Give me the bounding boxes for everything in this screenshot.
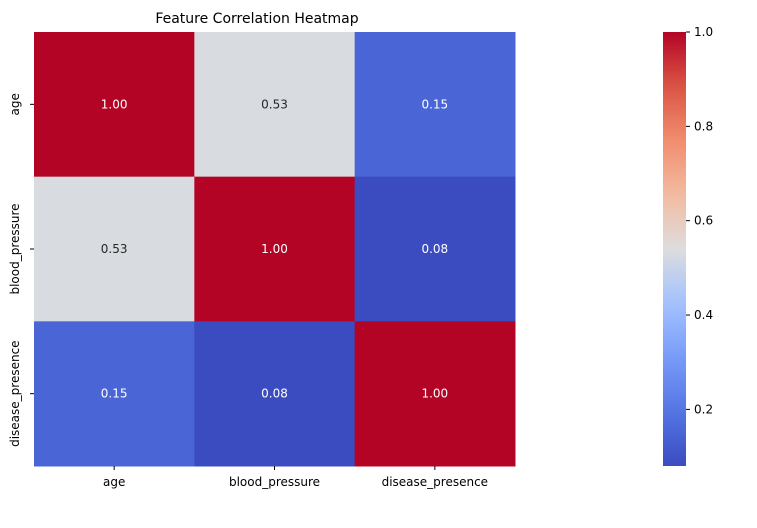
heatmap-cell-blood_pressure-age	[34, 176, 195, 322]
heatmap-cell-labels: 1.00 0.53 0.15 0.53 1.00 0.08 0.15 0.08 1.00	[101, 97, 448, 400]
x-tick-label: blood_pressure	[229, 475, 320, 489]
y-tick-label: age	[8, 93, 22, 115]
cell-value-label: 0.53	[101, 242, 128, 256]
heatmap-cells	[34, 32, 516, 467]
cell-value-label: 0.08	[261, 387, 288, 401]
heatmap-cell-disease_presence-blood_pressure	[194, 321, 356, 467]
heatmap-cell-age-blood_pressure	[194, 32, 356, 178]
cell-value-label: 1.00	[261, 242, 288, 256]
heatmap-cell-age-age	[34, 32, 195, 178]
chart-title: Feature Correlation Heatmap	[155, 11, 358, 27]
y-tick-label: blood_pressure	[8, 203, 22, 294]
heatmap-cell-blood_pressure-blood_pressure	[194, 176, 356, 322]
cell-value-label: 0.15	[101, 387, 128, 401]
x-axis: age blood_pressure disease_presence	[103, 466, 488, 489]
cell-value-label: 0.15	[421, 97, 448, 111]
colorbar-tick-label: 0.8	[694, 119, 713, 133]
colorbar: 0.2 0.4 0.6 0.8 1.0	[663, 25, 713, 466]
colorbar-gradient	[663, 32, 686, 466]
heatmap-cell-age-disease_presence	[354, 32, 516, 178]
colorbar-tick-label: 0.2	[694, 402, 713, 416]
cell-value-label: 1.00	[101, 97, 128, 111]
colorbar-tick-label: 1.0	[694, 25, 713, 39]
cell-value-label: 1.00	[421, 387, 448, 401]
heatmap-cell-disease_presence-disease_presence	[354, 321, 516, 467]
heatmap-cell-blood_pressure-disease_presence	[354, 176, 516, 322]
y-axis: age blood_pressure disease_presence	[8, 93, 34, 447]
cell-value-label: 0.53	[261, 97, 288, 111]
x-tick-label: disease_presence	[382, 475, 488, 489]
colorbar-tick-label: 0.4	[694, 308, 713, 322]
x-tick-label: age	[103, 475, 125, 489]
y-tick-label: disease_presence	[8, 340, 22, 446]
colorbar-tick-label: 0.6	[694, 214, 713, 228]
heatmap-cell-disease_presence-age	[34, 321, 195, 467]
cell-value-label: 0.08	[421, 242, 448, 256]
